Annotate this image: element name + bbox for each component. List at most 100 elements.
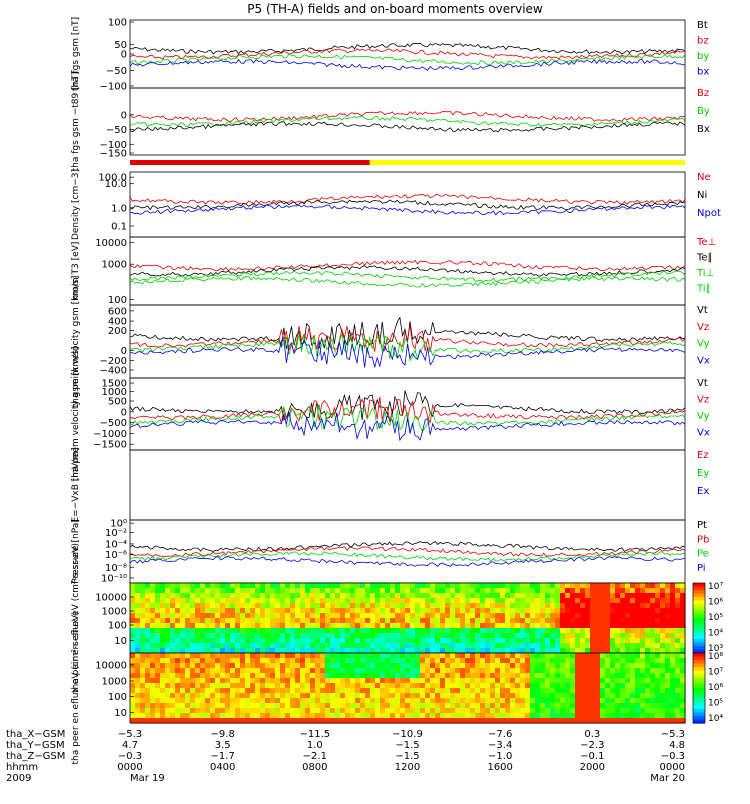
spectrogram-cell <box>430 703 436 709</box>
spectrogram-cell <box>680 628 686 634</box>
spectrogram-cell <box>240 628 246 634</box>
spectrogram-cell <box>165 698 171 704</box>
spectrogram-cell <box>365 618 371 624</box>
colorbar-cell <box>693 670 705 675</box>
spectrogram-cell <box>300 658 306 664</box>
spectrogram-cell <box>330 658 336 664</box>
spectrogram-cell <box>380 638 386 644</box>
spectrogram-cell <box>505 628 511 634</box>
spectrogram-cell <box>395 598 401 604</box>
spectrogram-cell <box>290 588 296 594</box>
spectrogram-cell <box>440 703 446 709</box>
spectrogram-cell <box>520 658 526 664</box>
spectrogram-cell <box>215 658 221 664</box>
spectrogram-cell <box>230 688 236 694</box>
spectrogram-cell <box>360 633 366 639</box>
series-Ne <box>129 193 686 205</box>
spectrogram-cell <box>310 668 316 674</box>
spectrogram-cell <box>270 678 276 684</box>
spectrogram-cell <box>445 633 451 639</box>
spectrogram-cell <box>490 623 496 629</box>
spectrogram-cell <box>160 628 166 634</box>
spectrogram-cell <box>445 588 451 594</box>
spectrogram-cell <box>325 623 331 629</box>
spectrogram-cell <box>395 713 401 719</box>
spectrogram-cell <box>635 613 641 619</box>
spectrogram-cell <box>635 638 641 644</box>
spectrogram-cell <box>205 683 211 689</box>
spectrogram-cell <box>330 678 336 684</box>
spectrogram-cell <box>225 663 231 669</box>
spectrogram-cell <box>210 713 216 719</box>
spectrogram-cell <box>385 668 391 674</box>
spectrogram-cell <box>445 648 451 654</box>
spectrogram-cell <box>660 708 666 714</box>
spectrogram-cell <box>285 678 291 684</box>
spectrogram-cell <box>335 588 341 594</box>
spectrogram-cell <box>395 628 401 634</box>
spectrogram-cell <box>550 603 556 609</box>
spectrogram-cell <box>565 628 571 634</box>
spectrogram-cell <box>210 698 216 704</box>
spectrogram-cell <box>455 708 461 714</box>
spectrogram-cell <box>515 598 521 604</box>
spectrogram-cell <box>200 633 206 639</box>
spectrogram-cell <box>595 608 601 614</box>
spectrogram-cell <box>345 593 351 599</box>
spectrogram-cell <box>270 618 276 624</box>
spectrogram-cell <box>510 653 516 659</box>
spectrogram-cell <box>560 613 566 619</box>
spectrogram-cell <box>340 618 346 624</box>
spectrogram-cell <box>335 648 341 654</box>
spectrogram-cell <box>295 698 301 704</box>
spectrogram-cell <box>420 633 426 639</box>
spectrogram-cell <box>395 683 401 689</box>
spectrogram-cell <box>575 648 581 654</box>
spectrogram-cell <box>620 658 626 664</box>
spectrogram-cell <box>220 618 226 624</box>
spectrogram-cell <box>130 663 136 669</box>
spectrogram-cell <box>600 648 606 654</box>
spectrogram-cell <box>505 588 511 594</box>
spectrogram-cell <box>575 713 581 719</box>
spectrogram-cell <box>340 678 346 684</box>
spectrogram-cell <box>525 613 531 619</box>
spectrogram-cell <box>320 593 326 599</box>
spectrogram-cell <box>615 593 621 599</box>
spectrogram-cell <box>385 673 391 679</box>
spectrogram-cell <box>480 713 486 719</box>
spectrogram-cell <box>550 693 556 699</box>
spectrogram-cell <box>680 678 686 684</box>
spectrogram-cell <box>350 648 356 654</box>
spectrogram-cell <box>540 678 546 684</box>
spectrogram-cell <box>315 638 321 644</box>
spectrogram-cell <box>490 653 496 659</box>
spectrogram-cell <box>680 593 686 599</box>
spectrogram-cell <box>400 623 406 629</box>
spectrogram-cell <box>415 713 421 719</box>
spectrogram-cell <box>265 613 271 619</box>
spectrogram-cell <box>550 698 556 704</box>
spectrogram-cell <box>205 613 211 619</box>
spectrogram-cell <box>625 628 631 634</box>
spectrogram-cell <box>335 598 341 604</box>
spectrogram-cell <box>145 688 151 694</box>
legend-entry: Vz <box>697 395 709 406</box>
spectrogram-cell <box>180 653 186 659</box>
spectrogram-cell <box>500 628 506 634</box>
spectrogram-cell <box>640 598 646 604</box>
spectrogram-cell <box>580 583 586 589</box>
spectrogram-cell <box>600 708 606 714</box>
spectrogram-cell <box>270 713 276 719</box>
spectrogram-cell <box>140 718 146 724</box>
spectrogram-cell <box>240 603 246 609</box>
spectrogram-cell <box>585 598 591 604</box>
spectrogram-cell <box>385 678 391 684</box>
spectrogram-cell <box>270 583 276 589</box>
spectrogram-cell <box>255 658 261 664</box>
spectrogram-cell <box>185 693 191 699</box>
spectrogram-cell <box>270 673 276 679</box>
spectrogram-cell <box>200 713 206 719</box>
spectrogram-cell <box>435 583 441 589</box>
spectrogram-cell <box>405 633 411 639</box>
